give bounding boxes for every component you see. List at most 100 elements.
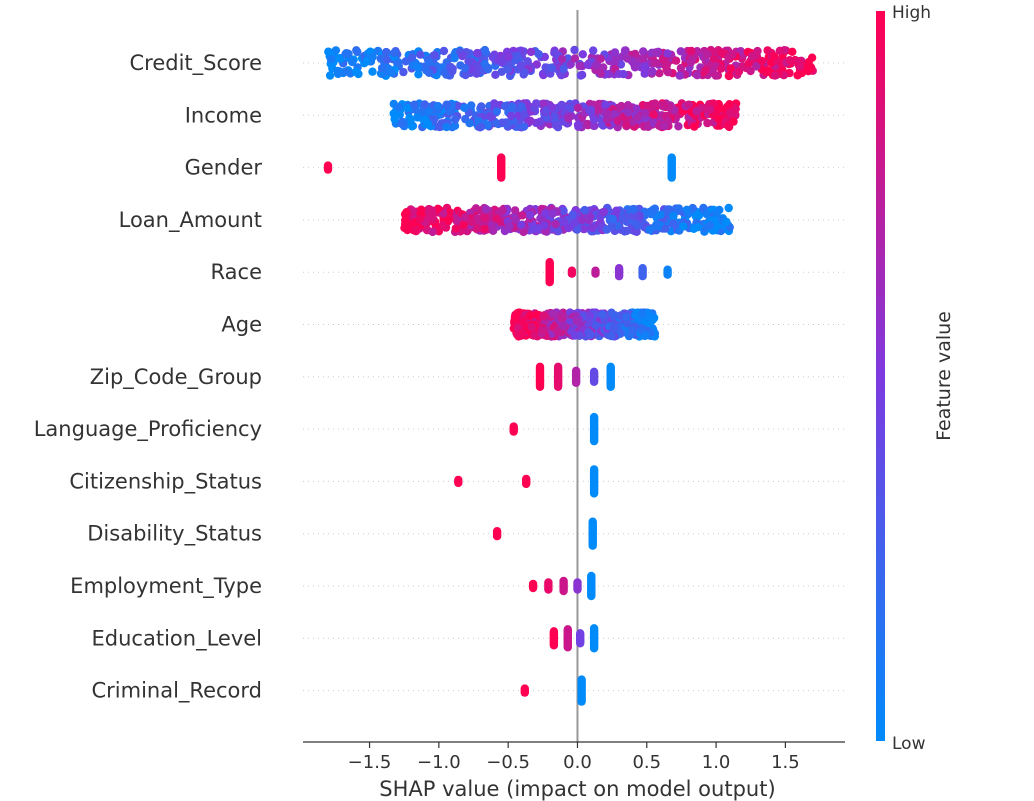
shap-point <box>640 108 649 118</box>
shap-point <box>668 219 678 228</box>
shap-point <box>589 644 599 653</box>
shap-point <box>718 48 727 57</box>
shap-point <box>442 122 451 132</box>
shap-point <box>529 224 538 234</box>
shap-point <box>559 321 568 330</box>
shap-point <box>517 102 526 111</box>
shap-point <box>674 122 683 131</box>
shap-point <box>629 326 638 336</box>
x-tick-label: −1.0 <box>417 752 461 773</box>
shap-point <box>382 55 392 64</box>
shap-point <box>648 315 657 324</box>
shap-point <box>706 105 715 114</box>
shap-point <box>650 99 660 108</box>
shap-point <box>444 216 453 225</box>
shap-point <box>526 116 535 126</box>
feature-label: Gender <box>185 156 263 180</box>
shap-point <box>407 122 417 131</box>
shap-point <box>433 101 443 111</box>
shap-point <box>564 114 573 123</box>
shap-point <box>516 60 526 70</box>
shap-point <box>519 110 529 119</box>
shap-point <box>488 226 498 235</box>
shap-point <box>459 220 468 229</box>
shap-point <box>573 585 582 594</box>
shap-point <box>480 45 490 55</box>
shap-point <box>510 206 520 215</box>
shap-point <box>669 211 678 220</box>
shap-point <box>518 328 527 337</box>
shap-point <box>438 220 448 230</box>
shap-point <box>483 121 492 130</box>
x-tick-label: 1.5 <box>771 752 800 773</box>
shap-point <box>544 585 553 594</box>
shap-point <box>726 64 736 73</box>
shap-point <box>503 65 513 74</box>
colorbar-gradient <box>876 11 885 741</box>
shap-point <box>348 57 357 67</box>
shap-point <box>632 104 641 113</box>
shap-point <box>629 205 638 214</box>
shap-point <box>427 206 437 215</box>
shap-point <box>539 311 548 320</box>
shap-point <box>589 489 599 498</box>
shap-point <box>725 71 734 81</box>
x-tick-label: 0.5 <box>632 752 661 773</box>
shap-point <box>788 47 797 56</box>
shap-point <box>477 122 486 131</box>
shap-point <box>512 51 522 60</box>
shap-point <box>663 49 672 58</box>
shap-point <box>557 100 566 110</box>
shap-point <box>572 225 582 234</box>
shap-point <box>488 53 498 62</box>
shap-point <box>559 218 569 227</box>
shap-point <box>520 68 529 77</box>
shap-point <box>504 52 513 62</box>
shap-point <box>413 113 422 122</box>
shap-point <box>400 223 409 233</box>
shap-point <box>325 71 335 80</box>
shap-point <box>679 222 688 231</box>
shap-point <box>507 102 517 111</box>
shap-point <box>646 209 656 219</box>
shap-point <box>553 328 562 337</box>
shap-point <box>473 48 482 58</box>
shap-point <box>607 331 616 341</box>
shap-point <box>676 47 685 56</box>
shap-point <box>458 51 467 61</box>
shap-point <box>717 64 726 73</box>
shap-point <box>652 58 661 68</box>
shap-point <box>503 58 513 68</box>
shap-point <box>390 114 399 124</box>
shap-point <box>645 225 654 234</box>
shap-point <box>585 106 594 115</box>
shap-point <box>424 68 434 78</box>
shap-point <box>539 99 548 108</box>
shap-point <box>554 227 563 236</box>
shap-point <box>559 64 568 74</box>
shap-point <box>660 121 669 131</box>
shap-point <box>608 214 617 224</box>
shap-point <box>589 377 599 386</box>
shap-point <box>448 67 457 76</box>
shap-point <box>807 53 817 62</box>
shap-point <box>559 586 568 596</box>
shap-point <box>559 206 568 216</box>
shap-point <box>505 222 514 231</box>
shap-point <box>430 50 439 60</box>
shap-point <box>517 220 526 229</box>
feature-label: Employment_Type <box>70 574 262 599</box>
shap-point <box>420 100 429 109</box>
feature-label: Credit_Score <box>130 51 262 76</box>
shap-point <box>527 322 536 331</box>
shap-point <box>699 203 708 213</box>
shap-point <box>623 54 632 63</box>
shap-point <box>599 207 608 217</box>
shap-point <box>490 99 499 108</box>
shap-point <box>648 67 657 76</box>
shap-point <box>584 316 594 325</box>
shap-point <box>722 217 731 227</box>
shap-point <box>587 223 597 233</box>
shap-point <box>423 119 433 129</box>
shap-point <box>497 173 506 182</box>
